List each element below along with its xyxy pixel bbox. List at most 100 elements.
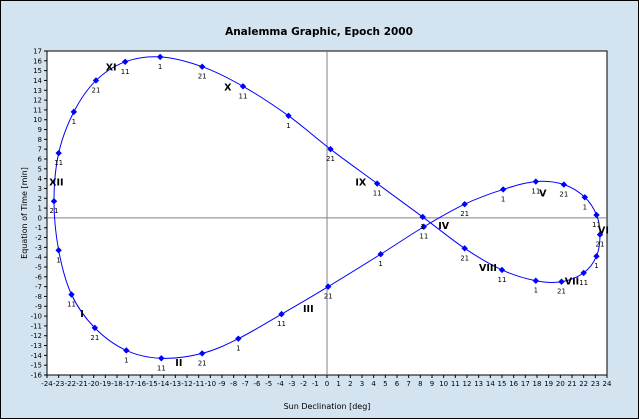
y-tick-label: -3 — [35, 244, 42, 252]
x-tick-label: 9 — [430, 380, 434, 388]
y-tick-label: -13 — [31, 342, 42, 350]
data-point-marker — [70, 108, 78, 116]
data-point-marker — [55, 149, 62, 157]
x-tick-label: -3 — [289, 380, 296, 388]
x-tick-label: 14 — [486, 380, 495, 388]
data-point-day-label: 21 — [559, 191, 568, 199]
data-point-marker — [239, 83, 247, 90]
chart-title: Analemma Graphic, Epoch 2000 — [225, 26, 413, 38]
x-tick-label: 7 — [406, 380, 410, 388]
data-point-day-label: 11 — [54, 159, 63, 167]
month-label: XI — [106, 63, 117, 74]
data-point-marker — [532, 277, 540, 284]
x-tick-label: 2 — [348, 380, 352, 388]
data-point-marker — [55, 247, 62, 254]
y-tick-label: -11 — [31, 322, 42, 330]
y-tick-label: 13 — [33, 87, 42, 95]
x-tick-label: -24 — [41, 380, 53, 388]
data-point-marker — [327, 145, 334, 153]
data-point-day-label: 11 — [498, 276, 507, 284]
data-point-marker — [235, 335, 242, 342]
data-point-day-label: 1 — [534, 287, 538, 295]
x-tick-label: 6 — [395, 380, 400, 388]
data-point-marker — [461, 200, 468, 208]
x-tick-label: 8 — [418, 380, 422, 388]
x-tick-label: -7 — [242, 380, 249, 388]
x-tick-label: 5 — [383, 380, 387, 388]
x-tick-label: -8 — [230, 380, 237, 388]
y-tick-label: 11 — [33, 106, 42, 114]
month-label: V — [539, 188, 547, 199]
month-label: XII — [49, 178, 63, 189]
x-tick-label: 18 — [533, 380, 542, 388]
data-point-marker — [92, 77, 100, 84]
data-point-day-label: 11 — [121, 68, 130, 76]
x-tick-label: 1 — [336, 380, 340, 388]
data-point-marker — [377, 251, 384, 258]
x-tick-label: -9 — [219, 380, 226, 388]
x-tick-label: 15 — [498, 380, 507, 388]
data-point-marker — [198, 63, 206, 70]
x-tick-label: -5 — [265, 380, 272, 388]
data-point-marker — [558, 278, 565, 285]
y-tick-label: -2 — [35, 234, 42, 242]
x-tick-label: -16 — [135, 380, 147, 388]
data-point-day-label: 1 — [378, 260, 382, 268]
x-tick-label: -11 — [193, 380, 204, 388]
data-point-marker — [532, 178, 540, 185]
x-tick-label: 23 — [591, 380, 600, 388]
y-tick-label: 12 — [33, 97, 42, 105]
data-point-day-label: 11 — [239, 92, 248, 100]
y-tick-label: 4 — [38, 175, 43, 183]
x-tick-label: -2 — [300, 380, 307, 388]
data-point-day-label: 11 — [592, 221, 601, 229]
data-point-day-label: 21 — [460, 210, 469, 218]
y-tick-label: -7 — [35, 283, 42, 291]
y-tick-label: -14 — [31, 352, 43, 360]
x-tick-label: -15 — [146, 380, 157, 388]
y-axis-label: Equation of Time [min] — [20, 167, 29, 259]
data-point-marker — [593, 211, 600, 219]
data-point-day-label: 1 — [583, 203, 587, 211]
y-tick-label: 9 — [38, 126, 42, 134]
x-tick-label: -12 — [181, 380, 192, 388]
y-tick-label: -16 — [31, 372, 43, 380]
data-point-marker — [596, 231, 604, 238]
x-tick-label: -1 — [312, 380, 319, 388]
y-tick-label: 0 — [38, 214, 42, 222]
data-point-day-label: 1 — [124, 356, 128, 364]
data-point-day-label: 1 — [56, 256, 60, 264]
x-tick-label: 21 — [568, 380, 577, 388]
data-point-marker — [156, 53, 164, 61]
month-label: II — [175, 358, 182, 369]
data-point-marker — [324, 283, 332, 290]
data-point-day-label: 11 — [373, 190, 382, 198]
data-point-marker — [121, 58, 129, 65]
month-label: X — [224, 82, 232, 93]
data-point-marker — [91, 324, 99, 332]
x-tick-label: 3 — [360, 380, 364, 388]
data-point-day-label: 21 — [50, 207, 59, 215]
data-point-day-label: 21 — [557, 288, 566, 296]
x-tick-label: -6 — [254, 380, 262, 388]
data-point-marker — [560, 181, 568, 188]
data-point-marker — [68, 291, 75, 298]
x-tick-label: 11 — [451, 380, 460, 388]
month-label: VIII — [479, 263, 497, 274]
x-tick-label: -17 — [123, 380, 134, 388]
data-point-day-label: 21 — [324, 293, 333, 301]
x-tick-label: -18 — [111, 380, 122, 388]
data-point-day-label: 1 — [286, 122, 290, 130]
y-tick-label: 10 — [33, 116, 42, 124]
data-point-marker — [420, 223, 428, 230]
data-point-marker — [50, 198, 58, 205]
data-point-day-label: 1 — [501, 195, 505, 203]
y-tick-label: -10 — [31, 313, 42, 321]
data-point-marker — [461, 245, 468, 252]
y-tick-label: -8 — [35, 293, 42, 301]
month-label: IX — [355, 178, 367, 189]
data-point-day-label: 1 — [72, 118, 76, 126]
x-tick-label: 0 — [325, 380, 329, 388]
data-point-marker — [278, 310, 285, 318]
x-tick-label: 13 — [474, 380, 483, 388]
